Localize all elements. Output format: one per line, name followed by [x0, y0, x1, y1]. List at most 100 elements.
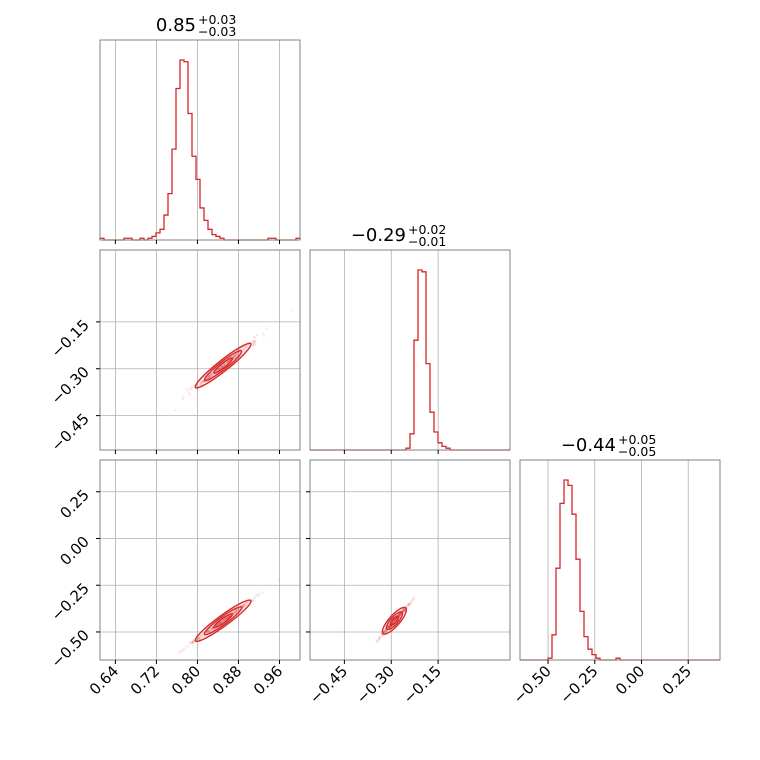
sample-point: [218, 366, 222, 370]
sample-point: [402, 608, 406, 611]
title-plus: +0.02: [408, 222, 446, 237]
sample-point: [381, 634, 385, 638]
sample-point: [401, 609, 405, 613]
sample-point: [243, 603, 246, 607]
sample-point: [178, 650, 182, 654]
density-p1-p2: [375, 596, 416, 644]
sample-point: [196, 638, 200, 641]
panel-p0-p1: [99, 249, 301, 451]
sample-point: [378, 637, 381, 640]
sample-point: [399, 613, 402, 616]
sample-point: [392, 619, 395, 623]
sample-point: [402, 608, 406, 611]
sample-point: [220, 365, 223, 369]
sample-point: [234, 611, 237, 614]
sample-point: [206, 376, 209, 379]
sample-point: [207, 375, 211, 379]
sample-point: [198, 383, 202, 386]
sample-point: [235, 354, 239, 357]
sample-point: [207, 629, 211, 633]
sample-point: [200, 382, 203, 386]
sample-point: [250, 341, 254, 345]
sample-point: [258, 592, 261, 595]
sample-point: [188, 640, 192, 644]
sample-point: [211, 626, 214, 630]
sample-point: [222, 619, 225, 623]
sample-point: [234, 610, 237, 614]
sample-point: [404, 604, 408, 608]
sample-point: [398, 613, 402, 616]
sample-point: [399, 613, 402, 616]
sample-point: [398, 613, 401, 616]
sample-point: [243, 347, 246, 350]
sample-point: [200, 380, 204, 383]
sample-point: [197, 637, 201, 641]
sample-point: [397, 613, 401, 616]
sample-point: [181, 397, 185, 401]
sample-point: [220, 365, 224, 368]
sample-point: [199, 381, 202, 385]
sample-point: [403, 608, 406, 612]
sample-point: [386, 625, 390, 629]
sample-point: [388, 625, 392, 629]
sample-point: [393, 618, 396, 622]
sample-point: [261, 591, 264, 595]
sample-point: [202, 380, 206, 384]
sample-point: [209, 373, 213, 377]
sample-point: [234, 610, 237, 613]
sample-point: [390, 621, 394, 625]
sample-point: [383, 630, 387, 633]
sample-point: [407, 603, 411, 607]
sample-point: [392, 619, 396, 623]
sample-point: [402, 610, 405, 613]
sample-point: [245, 601, 248, 605]
sample-point: [399, 613, 402, 617]
sample-point: [242, 603, 246, 606]
sample-point: [185, 387, 188, 391]
sample-point: [388, 625, 391, 629]
sample-point: [208, 374, 211, 377]
x-tick-label-p1: −0.30: [353, 662, 398, 707]
x-tick-label-p0: 0.72: [127, 662, 163, 698]
sample-point: [208, 374, 211, 377]
sample-point: [252, 340, 255, 344]
sample-point: [206, 630, 209, 633]
sample-point: [402, 608, 406, 612]
sample-point: [253, 343, 257, 346]
sample-point: [245, 603, 248, 607]
sample-point: [234, 611, 238, 614]
sample-point: [243, 602, 246, 606]
sample-point: [226, 616, 229, 620]
sample-point: [265, 327, 268, 330]
sample-point: [201, 632, 205, 635]
contour-level: [389, 615, 400, 626]
sample-point: [223, 362, 227, 366]
sample-point: [225, 616, 228, 620]
y-tick-label-p2: 0.00: [56, 533, 92, 569]
sample-point: [254, 594, 257, 597]
sample-point: [226, 616, 229, 619]
sample-point: [207, 376, 211, 379]
sample-point: [208, 629, 212, 633]
sample-point: [393, 619, 397, 622]
sample-point: [201, 380, 205, 384]
sample-point: [242, 349, 245, 352]
sample-point: [198, 637, 202, 640]
sample-point: [221, 619, 225, 622]
title-p0: 0.85 +0.03−0.03: [156, 12, 236, 39]
sample-point: [242, 604, 246, 608]
density-p0-p1: [173, 309, 294, 412]
contour-level: [385, 611, 404, 631]
sample-point: [233, 353, 237, 357]
sample-point: [209, 375, 212, 378]
sample-point: [401, 609, 405, 613]
y-tick-label-p2: −0.25: [48, 579, 93, 624]
sample-point: [222, 618, 226, 621]
sample-point: [399, 613, 402, 616]
sample-point: [207, 629, 210, 633]
sample-point: [198, 635, 202, 639]
sample-point: [217, 622, 220, 626]
sample-point: [407, 602, 411, 605]
sample-point: [239, 347, 242, 351]
sample-point: [241, 347, 245, 350]
